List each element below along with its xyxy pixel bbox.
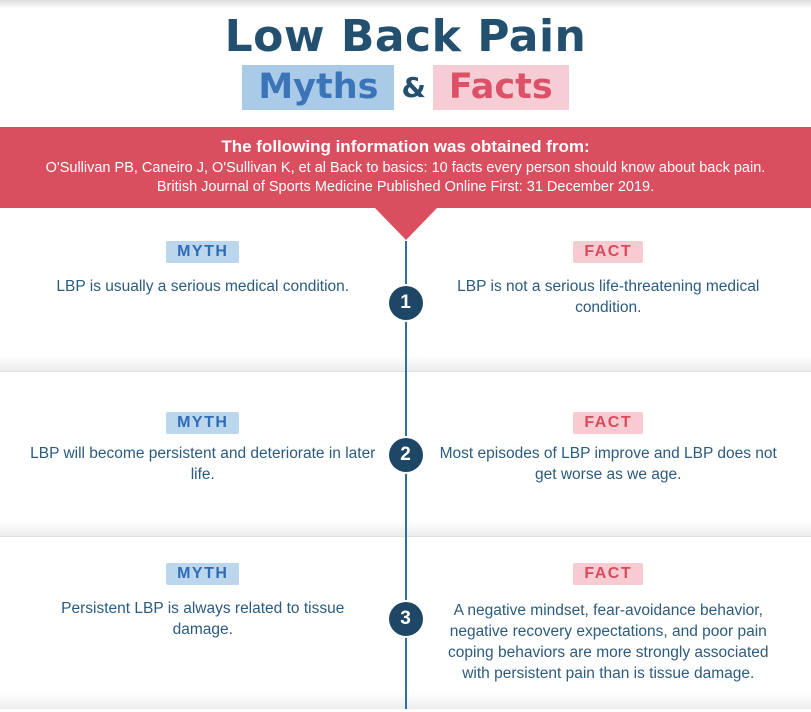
fact-badge: FACT [573,412,644,435]
fact-cell-3: FACT A negative mindset, fear-avoidance … [406,563,811,709]
header: Low Back Pain Myths & Facts [0,0,811,110]
myth-badge: MYTH [166,241,240,264]
myth-cell-2: MYTH LBP will become persistent and dete… [0,412,406,536]
fact-text-2: Most episodes of LBP improve and LBP doe… [439,445,777,483]
source-citation: O'Sullivan PB, Caneiro J, O'Sullivan K, … [45,159,766,195]
fact-cell-1: FACT LBP is not a serious life-threateni… [406,241,811,371]
facts-highlight: Facts [432,64,569,110]
source-banner-heading: The following information was obtained f… [221,136,590,156]
myth-badge: MYTH [166,563,240,586]
row-number-badge-1: 1 [388,286,423,321]
myths-highlight: Myths [242,64,395,110]
timeline-line [404,241,407,710]
myth-badge: MYTH [166,412,240,435]
ampersand: & [401,70,426,104]
myth-text-3: Persistent LBP is always related to tiss… [61,600,345,638]
subtitle: Myths & Facts [0,64,811,110]
row-number-badge-3: 3 [388,602,423,637]
myth-cell-3: MYTH Persistent LBP is always related to… [0,563,406,709]
myth-cell-1: MYTH LBP is usually a serious medical co… [0,241,406,371]
fact-badge: FACT [573,563,644,586]
row-number-badge-2: 2 [388,438,423,473]
myth-text-1: LBP is usually a serious medical conditi… [56,278,350,296]
fact-text-3: A negative mindset, fear-avoidance behav… [447,602,769,682]
page-title: Low Back Pain [224,11,587,62]
myth-text-2: LBP will become persistent and deteriora… [30,445,376,483]
source-banner: The following information was obtained f… [0,126,811,241]
myth-fact-list: MYTH LBP is usually a serious medical co… [0,208,811,710]
arrow-down-icon [373,207,438,241]
fact-text-1: LBP is not a serious life-threatening me… [457,278,760,316]
fact-badge: FACT [573,241,644,264]
fact-cell-2: FACT Most episodes of LBP improve and LB… [406,412,811,536]
